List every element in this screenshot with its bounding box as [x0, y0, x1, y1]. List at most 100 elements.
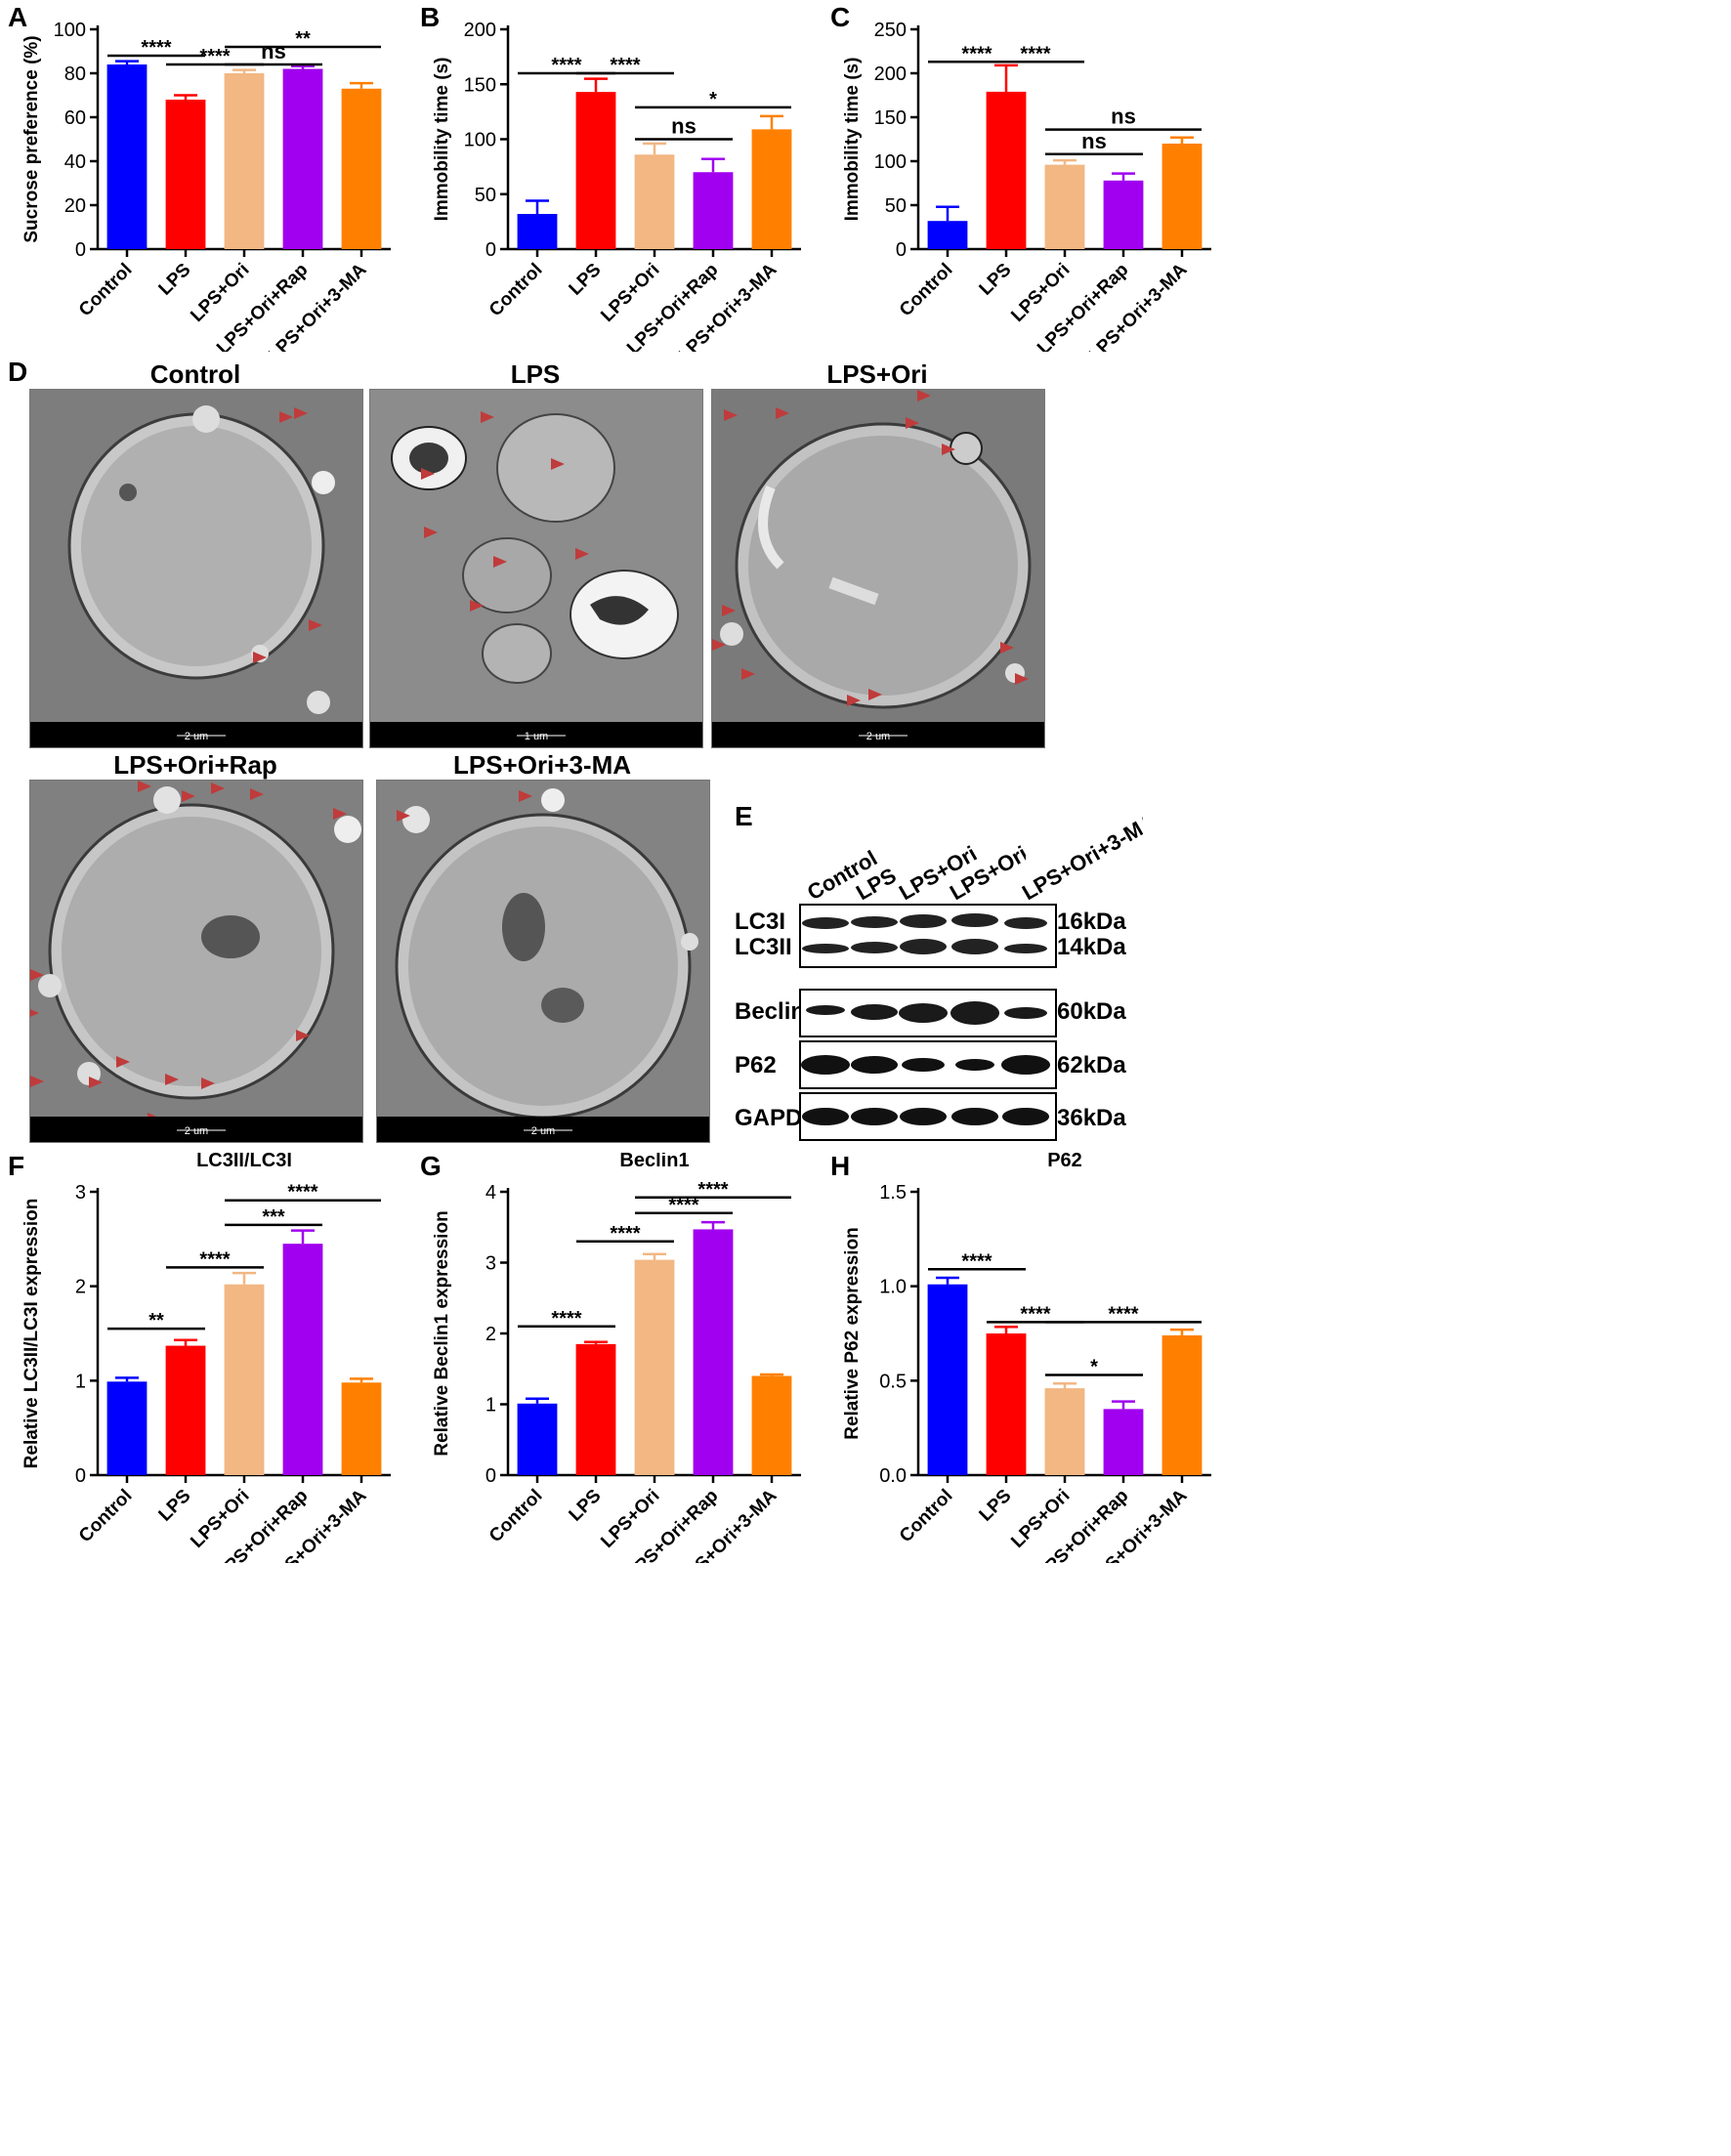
y-tick-label: 50	[475, 185, 496, 206]
y-tick-label: 100	[464, 130, 496, 151]
significance-label: ****	[199, 46, 230, 67]
significance-label: ****	[961, 43, 992, 64]
bar-control	[517, 1403, 558, 1475]
chart-immobility-time-b: 0 50 100 150 200 Immobility time (s) Control LP…	[432, 20, 801, 352]
em-scale-lps-ori: 2 um	[866, 731, 890, 742]
x-tick-label: LPS	[976, 260, 1016, 300]
y-axis-label: Relative P62 expression	[842, 1227, 863, 1440]
y-axis-label: Relative LC3II/LC3I expression	[21, 1199, 42, 1469]
em-title-lps: LPS	[510, 359, 561, 389]
em-image-lps: 1 um	[369, 389, 703, 748]
significance-label: ****	[1020, 43, 1050, 64]
chart-sucrose-preference: 0 20 40 60 80 100 Sucrose preference (%) Contro…	[21, 20, 391, 352]
em-scale-lps: 1 um	[525, 731, 548, 742]
em-scale-lps-ori-3ma: 2 um	[531, 1125, 555, 1137]
bar-lps-ori-rap	[282, 68, 323, 249]
panel-letter-f: F	[8, 1151, 25, 1181]
em-image-lps-ori-rap: 2 um	[29, 780, 363, 1143]
significance-label: ns	[261, 39, 286, 63]
bar-lps-ori-3-ma	[751, 129, 792, 249]
y-tick-label: 200	[874, 63, 907, 85]
y-tick-label: 50	[885, 195, 907, 217]
y-tick-label: 3	[75, 1182, 86, 1204]
bar-lps-ori-3-ma	[1161, 144, 1203, 249]
significance-label: *	[1090, 1357, 1098, 1378]
bar-control	[927, 1284, 968, 1475]
em-image-lps-ori-3ma: 2 um	[376, 780, 710, 1143]
significance-label: ns	[1081, 129, 1107, 153]
y-axis-label: Immobility time (s)	[842, 58, 863, 222]
y-tick-label: 20	[64, 195, 86, 217]
em-scale-control: 2 um	[185, 731, 208, 742]
x-tick-label: LPS	[566, 260, 606, 300]
bar-lps-ori-3-ma	[1161, 1334, 1203, 1475]
significance-label: ****	[610, 1223, 640, 1245]
wb-kda-p62: 62kDa	[1057, 1052, 1126, 1078]
bar-lps-ori	[224, 73, 265, 249]
x-tick-label: Control	[75, 1486, 137, 1547]
bar-lps-ori	[1044, 1388, 1085, 1475]
wb-lane-lps-ori-3ma: LPS+Ori+3-MA	[1018, 809, 1143, 904]
y-tick-label: 0	[486, 1465, 496, 1487]
wb-kda-gapdh: 36kDa	[1057, 1105, 1126, 1131]
significance-label: ****	[551, 55, 581, 76]
y-axis-label: Immobility time (s)	[432, 58, 452, 222]
em-scale-lps-ori-rap: 2 um	[185, 1125, 208, 1137]
y-tick-label: 0.0	[879, 1465, 907, 1487]
panel-letter-c: C	[830, 2, 851, 32]
chart-title: P62	[1047, 1153, 1082, 1171]
y-tick-label: 2	[486, 1324, 496, 1345]
significance-label: ****	[668, 1195, 698, 1216]
y-tick-label: 0	[75, 1465, 86, 1487]
chart-beclin1: Beclin1 0 1 2 3 4 Relative Beclin1 expression C…	[432, 1153, 801, 1563]
bar-lps-ori-rap	[693, 1229, 734, 1475]
y-tick-label: 0.5	[879, 1371, 907, 1392]
y-tick-label: 80	[64, 63, 86, 85]
bar-lps	[165, 1345, 206, 1475]
bar-lps	[575, 1343, 616, 1475]
bar-lps-ori	[634, 1259, 675, 1475]
x-tick-label: Control	[486, 260, 547, 321]
wb-label-p62: P62	[735, 1052, 777, 1078]
bar-control	[927, 221, 968, 249]
significance-label: ****	[141, 37, 171, 59]
y-tick-label: 1.5	[879, 1182, 907, 1204]
y-tick-label: 0	[75, 239, 86, 261]
wb-blot-beclin1	[799, 989, 1057, 1037]
bar-lps-ori	[224, 1284, 265, 1475]
em-title-control: Control	[149, 359, 241, 389]
bar-lps	[165, 100, 206, 249]
significance-label: ****	[697, 1179, 728, 1201]
significance-label: **	[148, 1310, 164, 1332]
wb-lane-headers-2: LPS+Ori+3-MA	[1018, 809, 1143, 904]
x-tick-label: Control	[75, 260, 137, 321]
significance-label: ns	[1111, 105, 1136, 129]
x-tick-label: Control	[896, 260, 957, 321]
chart-lc3-ratio: LC3II/LC3I 0 1 2 3 Relative LC3II/LC3I expres…	[21, 1153, 391, 1563]
em-title-lps-ori-rap: LPS+Ori+Rap	[113, 750, 277, 780]
bar-lps-ori-rap	[282, 1244, 323, 1475]
chart-immobility-time-c: 0 50 100 150 200 250 Immobility time (s) Contro…	[842, 20, 1211, 352]
y-tick-label: 150	[874, 107, 907, 129]
x-tick-label: LPS	[155, 260, 195, 300]
x-tick-label: LPS	[976, 1486, 1016, 1526]
chart-title: Beclin1	[619, 1153, 689, 1171]
bar-lps	[575, 92, 616, 249]
significance-label: ns	[671, 114, 697, 139]
bar-control	[106, 1381, 148, 1475]
x-tick-label: LPS	[155, 1486, 195, 1526]
chart-p62: P62 0.0 0.5 1.0 1.5 Relative P62 expression Co…	[842, 1153, 1211, 1563]
wb-blot-p62	[799, 1040, 1057, 1089]
panel-letter-a: A	[8, 2, 28, 32]
y-tick-label: 40	[64, 151, 86, 173]
y-tick-label: 1	[486, 1395, 496, 1416]
y-axis-label: Relative Beclin1 expression	[432, 1210, 452, 1456]
wb-label-lc3i: LC3I	[735, 909, 786, 935]
bar-lps-ori-3-ma	[341, 1382, 382, 1475]
significance-label: ****	[1020, 1303, 1050, 1325]
wb-blot-lc3	[799, 904, 1057, 968]
y-tick-label: 150	[464, 74, 496, 96]
significance-label: **	[295, 28, 311, 50]
y-tick-label: 60	[64, 107, 86, 129]
x-tick-label: LPS	[566, 1486, 606, 1526]
